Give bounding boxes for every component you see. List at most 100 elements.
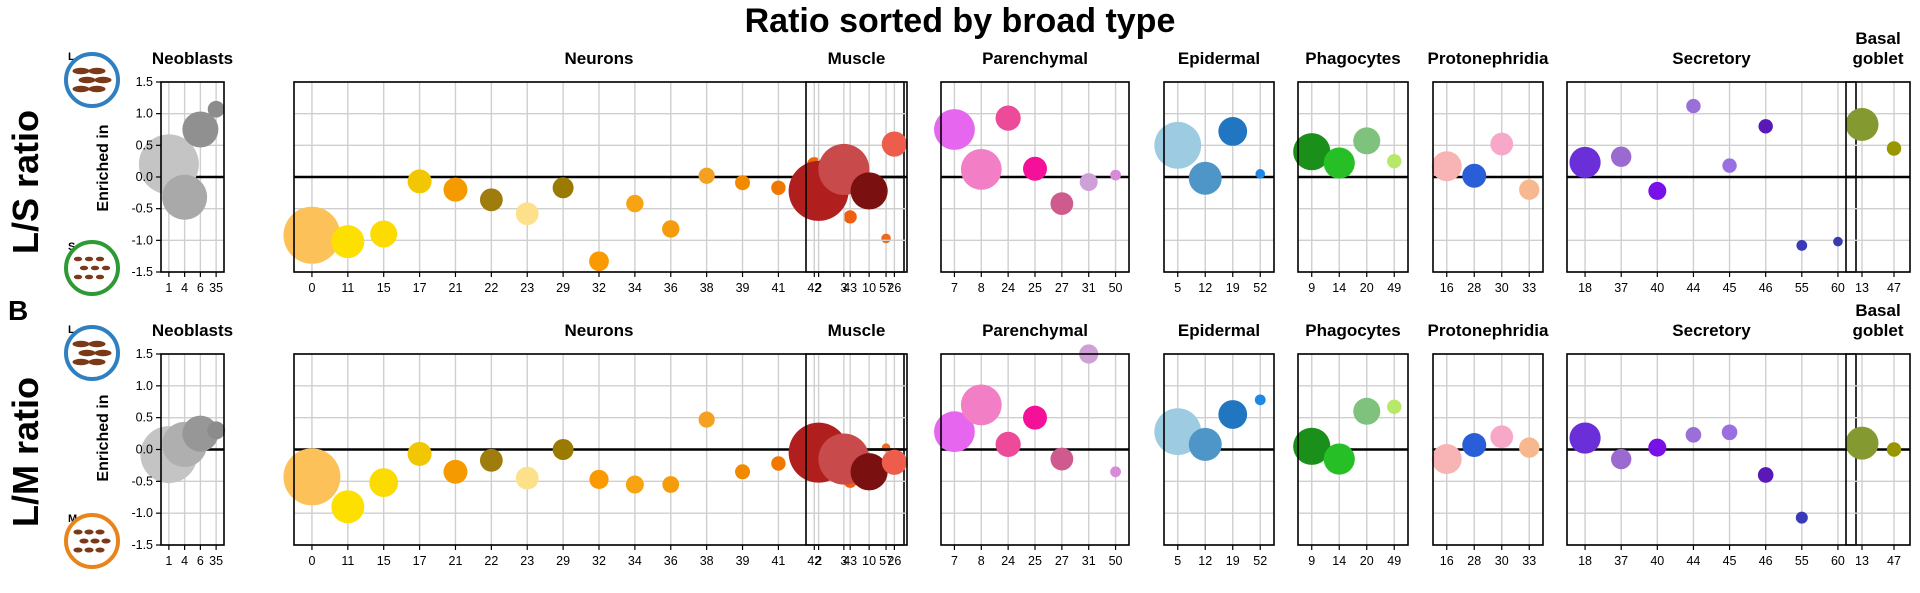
bubble-cluster-13 bbox=[1845, 107, 1879, 141]
worm-shape bbox=[88, 67, 106, 75]
x-tick-label: 31 bbox=[1082, 281, 1096, 295]
x-tick-label: 21 bbox=[449, 281, 463, 295]
x-tick-label: 9 bbox=[1308, 554, 1315, 568]
panel-title: Basal bbox=[1855, 301, 1900, 320]
worm-shape bbox=[95, 547, 105, 553]
bubble-cluster-47 bbox=[1886, 442, 1902, 457]
x-tick-label: 39 bbox=[736, 281, 750, 295]
bubble-cluster-27 bbox=[1050, 447, 1074, 471]
bubble-cluster-41 bbox=[771, 456, 786, 471]
bubble-cluster-45 bbox=[1721, 424, 1738, 441]
bubble-cluster-6 bbox=[182, 111, 219, 148]
x-tick-label: 41 bbox=[771, 554, 785, 568]
bubble-cluster-11 bbox=[331, 225, 365, 259]
y-axis-title-lm: Enriched in bbox=[95, 394, 112, 481]
y-tick-label: 1.0 bbox=[136, 107, 153, 121]
bubble-cluster-8 bbox=[960, 149, 1002, 190]
y-tick-label: -1.0 bbox=[131, 233, 153, 247]
panel-neoblasts: Neoblasts 1 4 6 35 -1.5 -1.0 -0.5 0.0 0.5 1.0 1.5 bbox=[131, 49, 233, 295]
bubble-cluster-33 bbox=[1519, 179, 1540, 200]
bubble-cluster-46 bbox=[1757, 467, 1774, 483]
panel-title: Neoblasts bbox=[152, 49, 233, 68]
bubble-cluster-23 bbox=[515, 202, 539, 226]
bubble-cluster-40 bbox=[1648, 438, 1667, 457]
panel-frame bbox=[1432, 353, 1544, 546]
x-tick-label: 21 bbox=[449, 554, 463, 568]
x-tick-label: 16 bbox=[1440, 281, 1454, 295]
bubble-cluster-5 bbox=[1154, 121, 1202, 169]
x-tick-label: 25 bbox=[1028, 281, 1042, 295]
bubble-cluster-36 bbox=[662, 220, 680, 238]
x-tick-label: 40 bbox=[1650, 554, 1664, 568]
bubble-cluster-7 bbox=[934, 109, 975, 150]
x-tick-label: 57 bbox=[879, 281, 893, 295]
x-tick-label: 50 bbox=[1109, 554, 1123, 568]
panel-frame bbox=[1163, 81, 1275, 273]
bubble-cluster-60 bbox=[1833, 236, 1843, 247]
x-tick-label: 3 bbox=[840, 281, 847, 295]
bubble-cluster-30 bbox=[1490, 132, 1514, 156]
worm-shape bbox=[88, 358, 106, 366]
x-tick-label: 27 bbox=[1055, 554, 1069, 568]
panel-phagocytes: Phagocytes 9 14 20 49 bbox=[1293, 321, 1409, 568]
worm-shape bbox=[88, 340, 106, 348]
x-tick-label: 43 bbox=[843, 281, 857, 295]
bubble-cluster-23 bbox=[515, 466, 539, 490]
x-tick-label: 41 bbox=[771, 281, 785, 295]
bubble-cluster-35 bbox=[207, 421, 226, 440]
bubble-cluster-14 bbox=[1323, 147, 1355, 179]
x-tick-label: 46 bbox=[1759, 281, 1773, 295]
bubble-cluster-34 bbox=[625, 475, 644, 494]
x-tick-label: 60 bbox=[1831, 281, 1845, 295]
x-tick-label: 40 bbox=[1650, 281, 1664, 295]
panel-phagocytes: Phagocytes 9 14 20 49 bbox=[1293, 49, 1409, 295]
bubble-cluster-50 bbox=[1110, 466, 1121, 478]
bubble-cluster-52 bbox=[1255, 169, 1266, 179]
x-tick-label: 49 bbox=[1387, 554, 1401, 568]
panel-title: Protonephridia bbox=[1428, 321, 1549, 340]
x-tick-label: 27 bbox=[1055, 281, 1069, 295]
x-tick-label: 38 bbox=[700, 281, 714, 295]
panel-title: Epidermal bbox=[1178, 321, 1260, 340]
x-tick-label: 11 bbox=[341, 281, 354, 295]
worm-shape bbox=[73, 529, 83, 535]
panel-muscle: Muscle 2 3 10 26 bbox=[788, 49, 908, 295]
panel-title: Epidermal bbox=[1178, 49, 1260, 68]
panel-muscle: Muscle 2 3 10 26 bbox=[788, 321, 908, 568]
bubble-cluster-11 bbox=[331, 490, 365, 524]
x-tick-label: 2 bbox=[815, 554, 822, 568]
bubble-cluster-41 bbox=[771, 180, 786, 195]
bubble-cluster-57 bbox=[881, 233, 891, 244]
icon-letter-lm-bottom: M bbox=[68, 513, 77, 525]
bubble-cluster-34 bbox=[626, 194, 644, 213]
panel-title: Neurons bbox=[565, 321, 634, 340]
medium-worm-icon bbox=[64, 513, 120, 569]
x-tick-label: 44 bbox=[1686, 281, 1700, 295]
bubble-cluster-37 bbox=[1610, 448, 1632, 470]
x-tick-label: 24 bbox=[1001, 281, 1015, 295]
x-tick-label: 13 bbox=[1855, 554, 1869, 568]
panel-frame bbox=[1297, 81, 1409, 273]
x-tick-label: 52 bbox=[1253, 554, 1267, 568]
x-tick-label: 1 bbox=[165, 281, 172, 295]
x-tick-label: 36 bbox=[664, 554, 678, 568]
large-worm-icon bbox=[64, 52, 120, 108]
worm-shape bbox=[94, 349, 112, 357]
bubble-cluster-4 bbox=[162, 174, 208, 220]
worm-shape bbox=[101, 265, 111, 271]
x-tick-label: 9 bbox=[1308, 281, 1315, 295]
x-tick-label: 55 bbox=[1795, 554, 1809, 568]
x-tick-label: 14 bbox=[1332, 281, 1346, 295]
panel-frame bbox=[1163, 353, 1275, 546]
panel-title: Secretory bbox=[1672, 321, 1751, 340]
y-tick-label: 0.0 bbox=[136, 443, 153, 457]
x-tick-label: 3 bbox=[840, 554, 847, 568]
x-tick-label: 42 bbox=[807, 554, 821, 568]
bubble-cluster-24 bbox=[995, 431, 1021, 458]
x-tick-label: 13 bbox=[1855, 281, 1869, 295]
worm-shape bbox=[73, 274, 83, 280]
bubble-cluster-17 bbox=[407, 441, 432, 466]
